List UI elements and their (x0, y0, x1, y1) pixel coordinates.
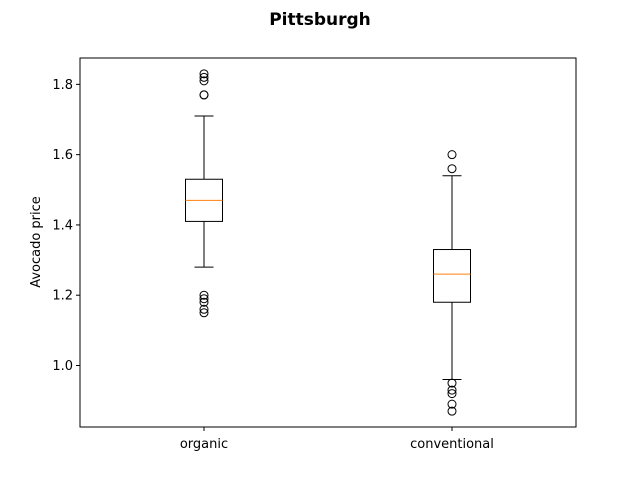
y-tick-label: 1.0 (52, 359, 73, 374)
outlier-point (447, 399, 457, 409)
plot-area: 1.0 1.2 1.4 1.6 1.8 organic conventional (52, 57, 577, 452)
outlier-point (199, 72, 209, 82)
x-tick-label: organic (180, 437, 228, 452)
outlier-point (447, 150, 457, 160)
box-conventional (433, 249, 471, 303)
outlier-point (199, 304, 209, 314)
outlier-point (447, 164, 457, 174)
outlier-point (447, 385, 457, 395)
outlier-point (199, 69, 209, 79)
y-tick-label: 1.6 (52, 148, 73, 163)
outlier-point (447, 378, 457, 388)
outlier-point (199, 308, 209, 318)
y-tick-label: 1.4 (52, 218, 73, 233)
x-tick-label: conventional (410, 437, 494, 452)
outlier-point (199, 290, 209, 300)
outlier-point (199, 76, 209, 86)
outlier-point (199, 90, 209, 100)
y-tick-label: 1.2 (52, 289, 73, 304)
y-axis-label: Avocado price (29, 196, 44, 288)
axes-frame (79, 57, 577, 428)
outlier-point (447, 389, 457, 399)
outlier-point (199, 294, 209, 304)
outlier-point (447, 406, 457, 416)
chart-title: Pittsburgh (269, 10, 371, 30)
y-tick-label: 1.8 (52, 78, 73, 93)
outlier-point (199, 297, 209, 307)
